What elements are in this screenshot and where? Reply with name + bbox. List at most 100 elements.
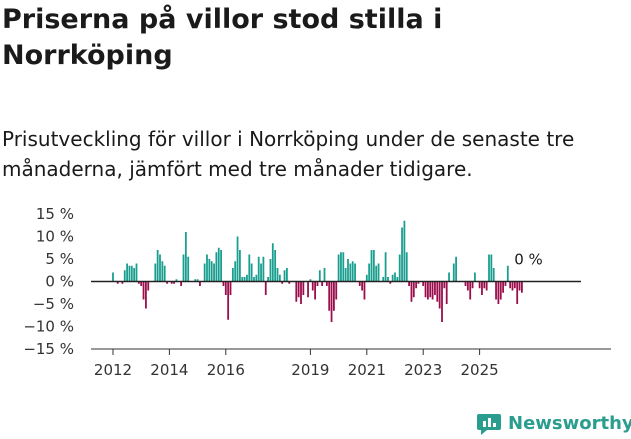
bar xyxy=(255,274,258,282)
x-tick-label: 2023 xyxy=(404,361,442,379)
bar xyxy=(431,281,434,300)
bar xyxy=(170,281,173,284)
y-tick-label: −15 % xyxy=(23,340,74,358)
bar xyxy=(196,279,199,282)
bar xyxy=(224,281,227,295)
bar xyxy=(264,281,267,295)
bar xyxy=(246,274,248,282)
y-axis-tick-labels: 15 % 10 % 5 % 0 % −5 % −10 % −15 % xyxy=(23,205,74,358)
bar xyxy=(363,281,366,300)
bar xyxy=(121,281,124,284)
bar xyxy=(490,254,493,282)
bar xyxy=(415,281,418,289)
bar xyxy=(466,281,469,291)
bar xyxy=(396,277,399,282)
bar xyxy=(241,277,244,282)
bar xyxy=(398,254,401,282)
bar xyxy=(403,220,406,282)
bar xyxy=(239,250,241,282)
bar xyxy=(377,263,380,282)
bar xyxy=(417,281,420,284)
bar xyxy=(206,254,208,282)
bar xyxy=(128,265,131,282)
bar xyxy=(518,281,521,291)
bar xyxy=(133,268,136,282)
bar xyxy=(391,274,394,282)
bar xyxy=(370,250,373,282)
y-tick-label: −10 % xyxy=(23,318,74,336)
bar xyxy=(222,281,225,286)
bar xyxy=(497,281,500,304)
bar xyxy=(213,263,215,282)
bar xyxy=(135,263,138,282)
bar xyxy=(147,281,150,291)
bar xyxy=(156,250,159,282)
x-tick-label: 2019 xyxy=(291,361,329,379)
bar xyxy=(434,281,436,295)
bar xyxy=(180,281,183,286)
bar xyxy=(424,281,427,298)
bar xyxy=(488,254,490,282)
bar xyxy=(485,281,488,291)
bar xyxy=(316,281,319,286)
bar xyxy=(504,281,507,286)
bar xyxy=(194,279,197,282)
bar xyxy=(483,281,486,289)
bar xyxy=(130,265,133,282)
bar xyxy=(187,256,190,282)
bar xyxy=(184,232,187,282)
x-axis-ticks: 2012 2014 2016 2019 2021 2023 2025 xyxy=(94,349,499,379)
bar xyxy=(161,261,164,282)
y-tick-label: −5 % xyxy=(33,295,74,313)
bar xyxy=(408,281,410,286)
brand-logo: Newsworthy xyxy=(476,408,631,438)
bar xyxy=(274,250,277,282)
bar xyxy=(253,277,255,282)
bar xyxy=(142,281,145,300)
bar xyxy=(389,281,392,284)
bar xyxy=(283,270,286,282)
bar xyxy=(469,281,472,300)
bar xyxy=(260,263,262,282)
bar xyxy=(412,281,415,298)
bar xyxy=(297,281,300,298)
bar xyxy=(443,281,446,289)
bar xyxy=(372,250,375,282)
bar xyxy=(286,268,288,282)
chart-subtitle: Prisutveckling för villor i Norrköping u… xyxy=(2,127,575,181)
bar xyxy=(452,263,455,282)
bar xyxy=(271,243,274,282)
bar xyxy=(347,259,349,282)
bar xyxy=(311,281,314,291)
bar xyxy=(344,268,347,282)
bar xyxy=(361,281,363,291)
x-tick-label: 2012 xyxy=(94,361,132,379)
y-tick-label: 15 % xyxy=(36,205,74,223)
bar xyxy=(502,281,504,293)
bar xyxy=(427,281,429,300)
bar xyxy=(112,272,114,282)
bar xyxy=(248,254,251,282)
bar xyxy=(182,254,185,282)
bar xyxy=(455,256,457,282)
bar xyxy=(309,279,312,282)
bar xyxy=(394,272,396,282)
bar xyxy=(278,274,281,282)
bar xyxy=(227,281,230,320)
bar xyxy=(220,250,222,282)
x-tick-label: 2016 xyxy=(207,361,245,379)
bar xyxy=(314,281,316,300)
bar xyxy=(448,272,450,282)
bar xyxy=(215,252,218,282)
bar xyxy=(511,281,514,291)
bar xyxy=(441,281,443,322)
bar xyxy=(351,261,354,282)
bar xyxy=(387,277,389,282)
latest-value-annotation: 0 % xyxy=(514,251,543,269)
bar xyxy=(302,281,305,295)
newsworthy-logo-icon xyxy=(477,414,501,435)
bar xyxy=(267,277,269,282)
bar xyxy=(229,281,232,295)
bar xyxy=(429,281,432,298)
